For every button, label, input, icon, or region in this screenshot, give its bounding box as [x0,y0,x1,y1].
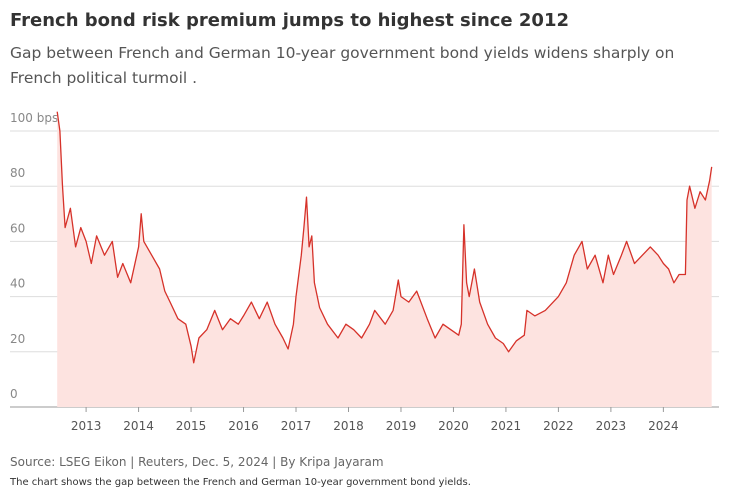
y-tick-label: 0 [10,387,18,401]
x-tick-label: 2018 [333,419,364,433]
area [57,111,712,407]
x-tick-label: 2022 [543,419,574,433]
y-tick-label: 40 [10,277,25,291]
x-tick-label: 2019 [386,419,417,433]
x-tick-label: 2015 [176,419,207,433]
x-tick-label: 2021 [491,419,522,433]
y-tick-label: 60 [10,221,25,235]
y-tick-label: 20 [10,332,25,346]
y-tick-label: 80 [10,166,25,180]
y-tick-label: 100 bps [10,111,58,125]
x-tick-label: 2014 [123,419,154,433]
x-tick-label: 2017 [281,419,312,433]
chart-subtitle: Gap between French and German 10-year go… [10,44,675,87]
source: Source: LSEG Eikon | Reuters, Dec. 5, 20… [10,455,384,469]
x-tick-label: 2020 [438,419,469,433]
note: The chart shows the gap between the Fren… [10,477,471,488]
line [56,111,713,364]
x-tick-label: 2023 [596,419,627,433]
x-tick-label: 2024 [648,419,679,433]
x-tick-label: 2013 [71,419,102,433]
x-tick-label: 2016 [228,419,259,433]
chart-title: French bond risk premium jumps to highes… [10,10,570,31]
